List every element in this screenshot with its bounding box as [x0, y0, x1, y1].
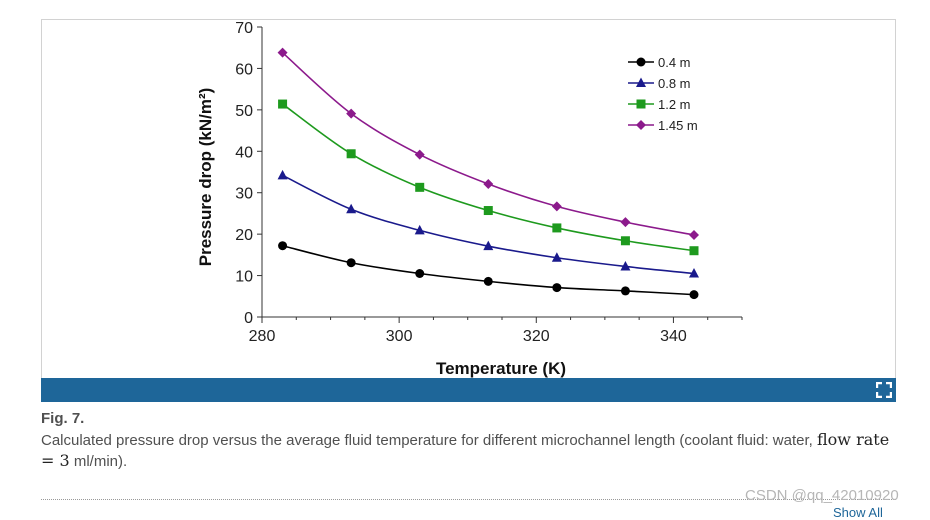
series-line	[282, 103, 695, 252]
y-tick-label: 50	[235, 103, 253, 120]
data-point	[620, 260, 631, 271]
y-tick-label: 0	[244, 310, 253, 327]
caption-text-start: Calculated pressure drop versus the aver…	[41, 432, 817, 449]
data-point	[689, 290, 699, 300]
legend-marker	[636, 120, 646, 130]
figure-caption: Calculated pressure drop versus the aver…	[41, 430, 901, 472]
data-point	[483, 276, 493, 286]
x-tick-label: 340	[660, 328, 687, 345]
x-tick-label: 300	[386, 328, 413, 345]
x-axis-title: Temperature (K)	[436, 359, 566, 378]
data-point	[689, 246, 699, 256]
y-tick-label: 30	[235, 186, 253, 203]
data-point	[346, 108, 357, 119]
series-1-2-m	[278, 99, 699, 256]
series-1-45-m	[277, 47, 699, 240]
legend-label: 1.2 m	[658, 97, 691, 112]
y-tick-label: 10	[235, 269, 253, 286]
legend-marker	[636, 57, 646, 67]
expand-icon[interactable]	[876, 382, 892, 398]
legend-label: 0.8 m	[658, 76, 691, 91]
data-point	[483, 179, 494, 190]
data-point	[620, 236, 630, 246]
data-point	[346, 203, 357, 214]
legend-item: 1.45 m	[628, 118, 698, 133]
data-point	[552, 223, 562, 233]
watermark: CSDN @qq_42010920	[745, 487, 899, 504]
legend-item: 0.8 m	[628, 76, 691, 91]
data-point	[689, 229, 699, 240]
data-point	[551, 252, 562, 262]
data-point	[551, 201, 562, 212]
chart-legend: 0.4 m 0.8 m 1.2 m 1.45 m	[628, 55, 698, 133]
series-line	[282, 174, 695, 275]
figure-toolbar	[41, 378, 896, 402]
y-tick-label: 70	[235, 20, 253, 37]
y-tick-label: 60	[235, 61, 253, 78]
legend-label: 0.4 m	[658, 55, 691, 70]
data-point	[414, 224, 425, 235]
data-point	[620, 217, 631, 228]
data-point	[346, 258, 356, 268]
data-point	[483, 206, 493, 216]
series-0-4-m	[278, 241, 699, 300]
y-tick-label: 40	[235, 144, 253, 161]
series-0-8-m	[277, 169, 699, 278]
show-all-link[interactable]: Show All	[833, 505, 883, 520]
data-point	[278, 99, 288, 109]
legend-marker	[636, 77, 646, 87]
data-point	[620, 286, 630, 296]
x-tick-label: 280	[249, 328, 276, 345]
legend-marker	[636, 99, 646, 109]
data-point	[689, 268, 699, 278]
data-point	[277, 169, 288, 180]
figure-label: Fig. 7.	[41, 410, 85, 427]
data-point	[483, 240, 494, 251]
data-point	[346, 149, 356, 159]
axes-layer: 280 300 320 340 0 10 20 30 40 50 60 70	[235, 20, 743, 345]
series-layer	[277, 47, 699, 300]
data-point	[278, 241, 288, 251]
caption-text-end: ml/min).	[69, 453, 128, 470]
figure-frame: 280 300 320 340 0 10 20 30 40 50 60 70 0.4 m 0.8 m 1.…	[41, 19, 896, 402]
caption-math: flow rate = 3	[41, 430, 890, 470]
legend-item: 0.4 m	[628, 55, 691, 70]
section-divider	[41, 499, 896, 500]
pressure-drop-chart: 280 300 320 340 0 10 20 30 40 50 60 70 0.4 m 0.8 m 1.…	[196, 20, 743, 378]
data-point	[277, 47, 288, 58]
series-line	[282, 244, 695, 296]
legend-item: 1.2 m	[628, 97, 691, 112]
data-point	[552, 283, 562, 293]
data-point	[415, 269, 425, 278]
y-tick-label: 20	[235, 227, 253, 244]
x-tick-label: 320	[523, 328, 550, 345]
data-point	[415, 182, 425, 192]
data-point	[414, 149, 425, 160]
y-axis-title: Pressure drop (kN/m²)	[196, 88, 215, 267]
legend-label: 1.45 m	[658, 118, 698, 133]
